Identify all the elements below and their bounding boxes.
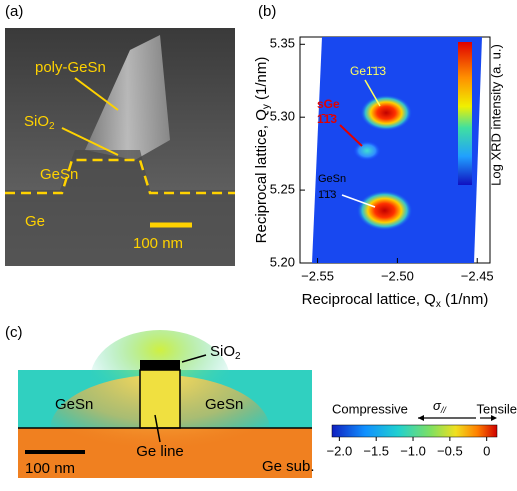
peak-label: GeSn: [318, 173, 346, 185]
sem-label: SiO: [24, 113, 49, 130]
x-tick-label: −2.55: [301, 268, 334, 283]
colorbar-tick-label: −2.0: [327, 443, 353, 458]
sem-label: GeSn: [40, 166, 78, 183]
sim-label: Ge line: [136, 443, 184, 460]
x-tick-label: −2.50: [381, 268, 414, 283]
colorbar-label: Tensile: [477, 401, 517, 416]
peak: [353, 141, 381, 161]
colorbar-tick-label: −0.5: [437, 443, 463, 458]
sem-label: Ge: [25, 213, 45, 230]
colorbar-label: Log XRD intensity (a. u.): [488, 44, 503, 186]
sim-label: Ge sub.: [262, 458, 315, 475]
sim-label: GeSn: [205, 396, 243, 413]
panel-label: (b): [258, 3, 276, 20]
peak-label: Ge1̄1̄3: [350, 64, 386, 78]
peak: [360, 95, 412, 131]
oxide-cap: [140, 360, 180, 370]
x-axis-label: Reciprocal lattice, Q: [302, 291, 436, 308]
y-tick-label: 5.30: [270, 109, 295, 124]
colorbar-tick-label: −1.5: [363, 443, 389, 458]
ge-line: [140, 370, 180, 428]
y-axis-label: Reciprocal lattice, Q: [253, 109, 270, 243]
scale-label: 100 nm: [133, 235, 183, 252]
colorbar-ticks: −2.0 −1.5 −1.0 −0.5 0: [327, 437, 491, 458]
peak-label: 1̄1̄3: [317, 112, 337, 126]
scale-label: 100 nm: [25, 460, 75, 477]
subscript: 2: [235, 351, 241, 362]
y-tick-label: 5.20: [270, 254, 295, 269]
scan-region: [312, 37, 482, 263]
colorbar-tick-label: −1.0: [400, 443, 426, 458]
peak-label: sGe: [317, 97, 340, 111]
x-axis-label: Reciprocal lattice, Qx (1/nm): [302, 291, 489, 310]
colorbar: [332, 425, 497, 437]
sim-label: SiO2: [210, 343, 241, 362]
figure: (a) poly-GeSn SiO2 GeSn Ge 100 nm (b) Lo…: [0, 0, 517, 491]
sim-label: GeSn: [55, 396, 93, 413]
y-axis-label: Reciprocal lattice, Qy (1/nm): [253, 57, 272, 244]
y-tick-label: 5.35: [270, 36, 295, 51]
peak-label: 1̄1̄3: [318, 189, 336, 201]
x-tick-label: −2.45: [461, 268, 494, 283]
sim-label: SiO: [210, 343, 235, 360]
sem-label: poly-GeSn: [35, 59, 106, 76]
y-tick-label: 5.25: [270, 182, 295, 197]
colorbar-tick-label: 0: [483, 443, 490, 458]
arrowhead: [418, 415, 424, 421]
colorbar: [458, 42, 472, 185]
y-axis-unit: (1/nm): [253, 57, 270, 105]
colorbar-label: σ//: [433, 398, 447, 415]
x-axis-unit: (1/nm): [441, 291, 489, 308]
colorbar-label: Compressive: [332, 401, 408, 416]
subscript: 2: [49, 121, 55, 132]
subscript: //: [440, 405, 448, 415]
panel-label: (c): [5, 324, 23, 341]
peak: [357, 191, 413, 231]
panel-label: (a): [5, 3, 23, 20]
